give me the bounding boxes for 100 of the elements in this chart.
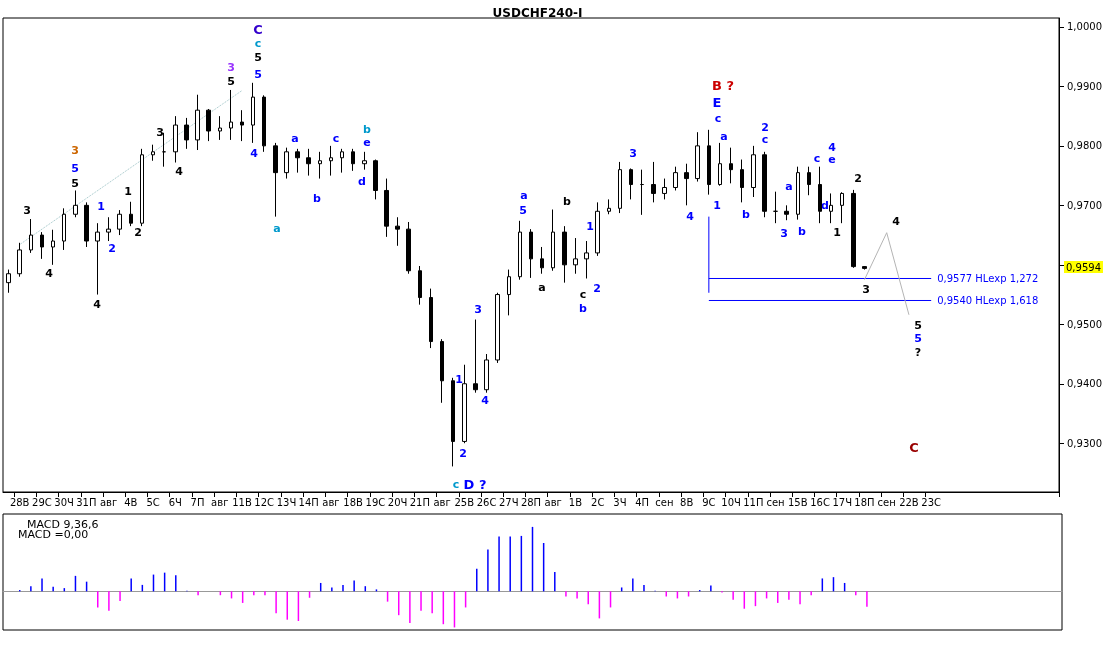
x-tick-label: 1В [568,496,583,508]
annotation: 4 [45,266,54,280]
x-tick-label: 14П [298,496,319,508]
annotation: d [821,198,829,212]
annotation: 2 [108,241,116,255]
x-tick-label: 27Ч [498,496,519,508]
annotation: e [828,152,836,166]
x-tick-label: 23С [921,496,942,508]
annotation: c [579,287,587,301]
annotation: 1 [97,199,105,213]
annotation: 2 [761,120,769,134]
series-label: 0,9540 HLexp 1,618 [937,295,1039,306]
x-tick-label: 18В [343,496,364,508]
x-tick-label: 29С [32,496,52,508]
x-tick-label: сен [877,496,896,508]
annotation: 3 [780,226,788,240]
annotation: E [712,94,722,110]
x-tick-label: 19С [365,496,386,508]
x-tick-label: 13Ч [276,496,297,508]
annotation: 1 [586,219,594,233]
x-tick-label: 20Ч [387,496,408,508]
annotation: c [332,131,340,145]
x-tick-label: 15В [787,496,808,508]
x-tick-label: 22В [899,496,919,508]
annotation: B ? [712,77,734,93]
y-tick-label: 0,9400 [1067,378,1103,390]
annotation: C [909,439,919,455]
annotation: c [813,151,821,165]
x-tick-label: 10Ч [721,496,741,508]
x-tick-label: 3Ч [613,496,627,508]
annotation: 4 [828,140,837,154]
annotation: b [563,194,572,208]
chart-title: USDCHF240-I [492,6,583,20]
x-tick-label: 25В [454,496,475,508]
annotation: 1 [833,225,841,239]
annotation: 4 [686,209,695,223]
x-tick-label: 12С [254,496,275,508]
x-tick-label: авг [322,496,340,508]
annotation: 2 [593,281,601,295]
annotation: D ? [463,476,487,492]
annotation: b [313,191,322,205]
annotation: a [520,188,528,202]
y-tick-label: 0,9300 [1067,437,1103,449]
x-tick-label: 4П [635,496,650,508]
annotation: 4 [892,214,901,228]
annotation: 5 [254,67,262,81]
annotation: 3 [862,282,870,296]
x-tick-label: авг [99,496,118,508]
y-tick-label: 0,9800 [1067,140,1103,152]
annotation: c [761,132,769,146]
annotation: c [714,111,722,125]
x-tick-label: авг [211,496,229,508]
x-tick-label: 6Ч [168,496,182,508]
annotation: 2 [459,446,467,460]
annotation: 5 [254,50,262,64]
x-tick-label: 2С [591,496,605,508]
annotation: 2 [854,171,862,185]
annotation: ? [914,345,922,359]
annotation: 1 [713,198,721,212]
annotation: 5 [227,74,235,88]
x-tick-label: авг [544,496,562,508]
annotation: 4 [175,164,184,178]
annotation: a [785,179,793,193]
x-tick-label: 9С [702,496,716,508]
annotation: 1 [455,372,463,386]
x-tick-label: 28П [520,496,542,508]
annotation: a [720,129,728,143]
x-tick-label: 30Ч [54,496,74,508]
x-tick-label: 17Ч [832,496,853,508]
x-tick-label: авг [433,496,451,508]
annotation: 5 [914,331,922,345]
annotation: 3 [227,60,235,74]
annotation: 3 [629,146,637,160]
annotation: b [798,224,807,238]
series-label: 0,9577 HLexp 1,272 [937,272,1039,284]
x-tick-label: 28В [9,496,30,508]
annotation: 4 [250,146,259,160]
annotation: 5 [71,161,79,175]
text: 0,9594 [1066,261,1101,273]
annotation: b [363,122,372,136]
annotation: a [273,221,281,235]
annotation: 3 [23,203,31,217]
annotation: 3 [71,143,79,157]
annotation: 5 [914,318,922,332]
annotation: e [363,135,371,149]
x-tick-label: 4В [124,496,138,508]
y-tick-label: 0,9500 [1067,318,1103,330]
x-tick-label: сен [766,496,785,508]
x-tick-label: 18П [854,496,875,508]
annotation: 5 [71,176,79,190]
annotation: 1 [124,184,132,198]
x-tick-label: 7П [190,496,205,508]
annotation: 2 [134,225,142,239]
annotation: b [579,301,588,315]
y-tick-label: 1,0000 [1067,21,1103,33]
x-tick-label: 21П [409,496,430,508]
x-tick-label: 11П [743,496,764,508]
annotation: b [742,207,751,221]
annotation: a [538,280,546,294]
annotation: 3 [156,125,164,139]
